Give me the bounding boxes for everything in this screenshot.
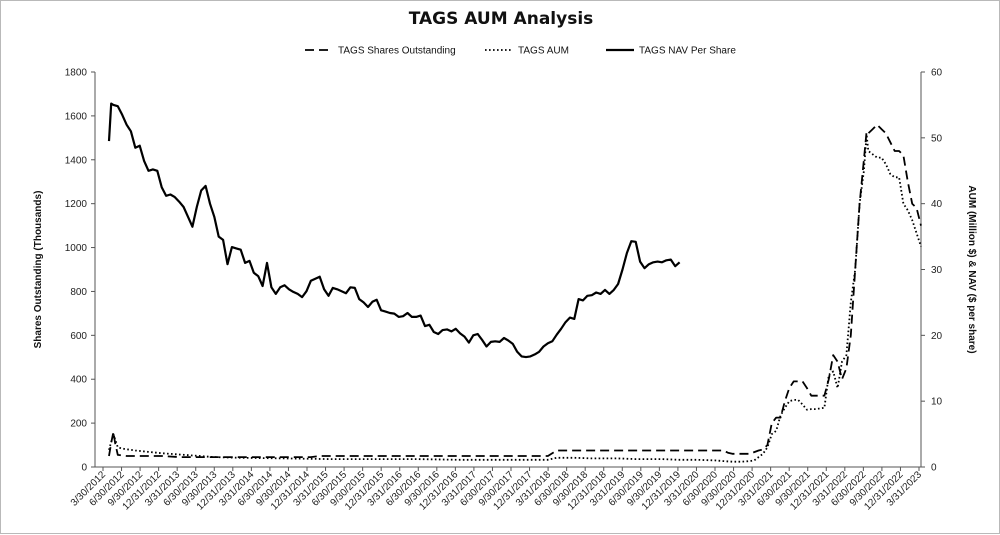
right-tick-label: 10: [931, 397, 943, 408]
left-tick-label: 1600: [65, 111, 88, 122]
legend-label-1: TAGS Shares Outstanding: [338, 46, 456, 57]
right-tick-label: 50: [931, 133, 943, 144]
left-tick-label: 1400: [65, 155, 88, 166]
series-line-2: [108, 133, 922, 463]
legend-label-3: TAGS NAV Per Share: [639, 46, 736, 57]
right-tick-label: 20: [931, 331, 943, 342]
right-tick-label: 0: [931, 463, 937, 474]
right-tick-label: 60: [931, 68, 943, 79]
y-axis-right-label: AUM (Million $) & NAV ($ per share): [966, 185, 977, 353]
left-tick-label: 800: [70, 287, 87, 298]
right-tick-label: 30: [931, 265, 943, 276]
left-tick-label: 1800: [65, 68, 88, 79]
chart-title: TAGS AUM Analysis: [408, 9, 594, 29]
left-tick-label: 1000: [65, 243, 88, 254]
left-tick-label: 200: [70, 419, 87, 430]
legend-label-2: TAGS AUM: [518, 46, 569, 57]
y-axis-left-label: Shares Outstanding (Thousands): [33, 191, 44, 349]
left-tick-label: 0: [81, 463, 87, 474]
left-tick-label: 600: [70, 331, 87, 342]
series-line-3: [107, 102, 681, 359]
left-tick-label: 400: [70, 375, 87, 386]
right-tick-label: 40: [931, 199, 943, 210]
left-tick-label: 1200: [65, 199, 88, 210]
series-line-1: [108, 123, 922, 458]
